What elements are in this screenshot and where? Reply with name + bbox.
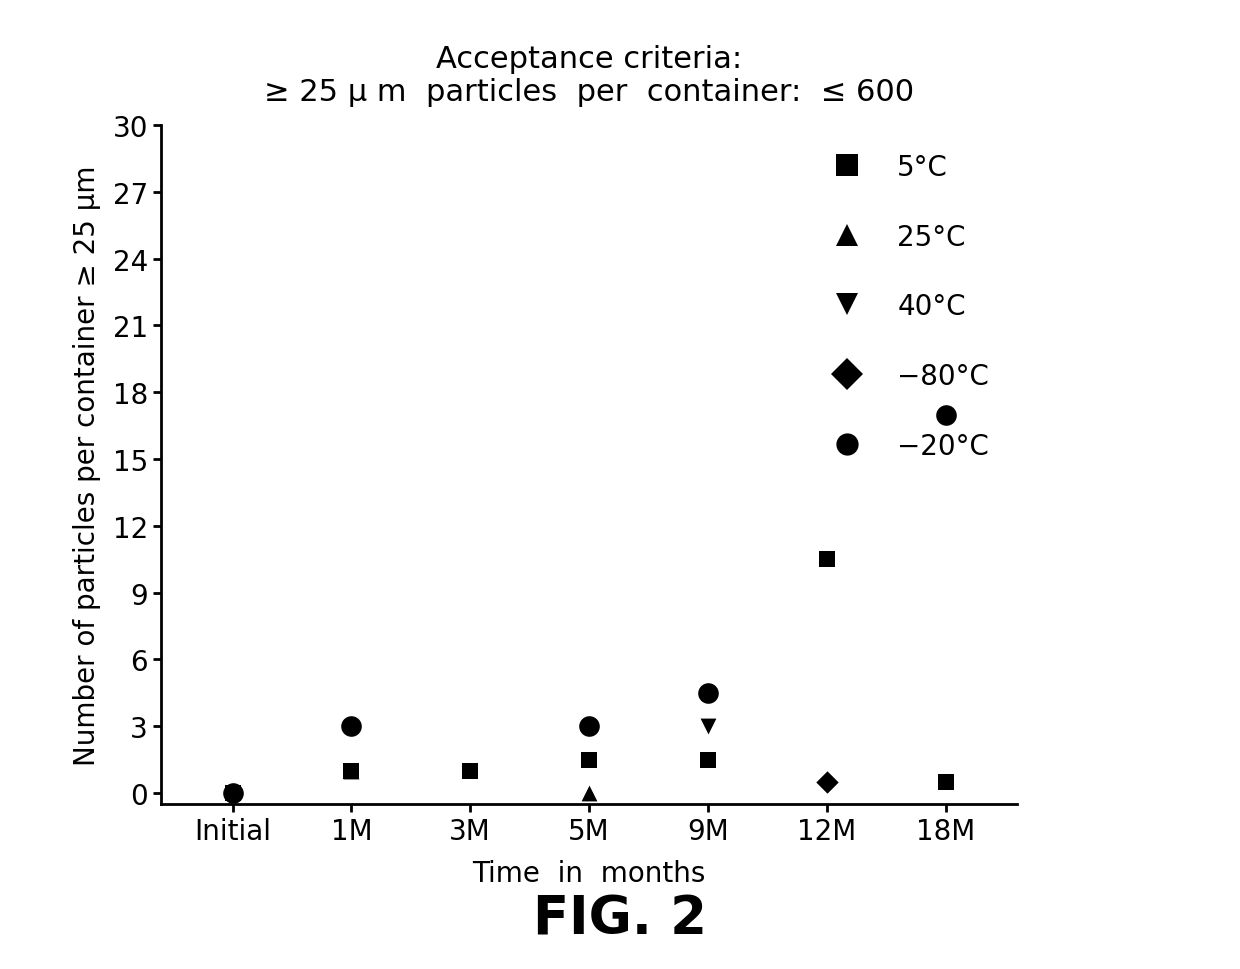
Title: Acceptance criteria:
≥ 25 μ m  particles  per  container:  ≤ 600: Acceptance criteria: ≥ 25 μ m particles … bbox=[264, 45, 914, 107]
Point bbox=[817, 774, 837, 790]
Point bbox=[223, 786, 243, 801]
Point bbox=[579, 752, 599, 767]
Point bbox=[698, 685, 718, 701]
Text: FIG. 2: FIG. 2 bbox=[533, 892, 707, 945]
Point bbox=[698, 719, 718, 735]
Point bbox=[698, 752, 718, 767]
X-axis label: Time  in  months: Time in months bbox=[472, 860, 706, 888]
Legend: 5°C, 25°C, 40°C, −80°C, −20°C: 5°C, 25°C, 40°C, −80°C, −20°C bbox=[806, 140, 1003, 474]
Point bbox=[817, 552, 837, 568]
Point bbox=[579, 786, 599, 801]
Point bbox=[341, 764, 361, 779]
Point bbox=[341, 764, 361, 779]
Point bbox=[935, 774, 955, 790]
Point bbox=[579, 719, 599, 735]
Point bbox=[223, 786, 243, 801]
Point bbox=[341, 719, 361, 735]
Point bbox=[460, 764, 480, 779]
Point bbox=[935, 407, 955, 422]
Y-axis label: Number of particles per container ≥ 25 μm: Number of particles per container ≥ 25 μ… bbox=[73, 165, 102, 766]
